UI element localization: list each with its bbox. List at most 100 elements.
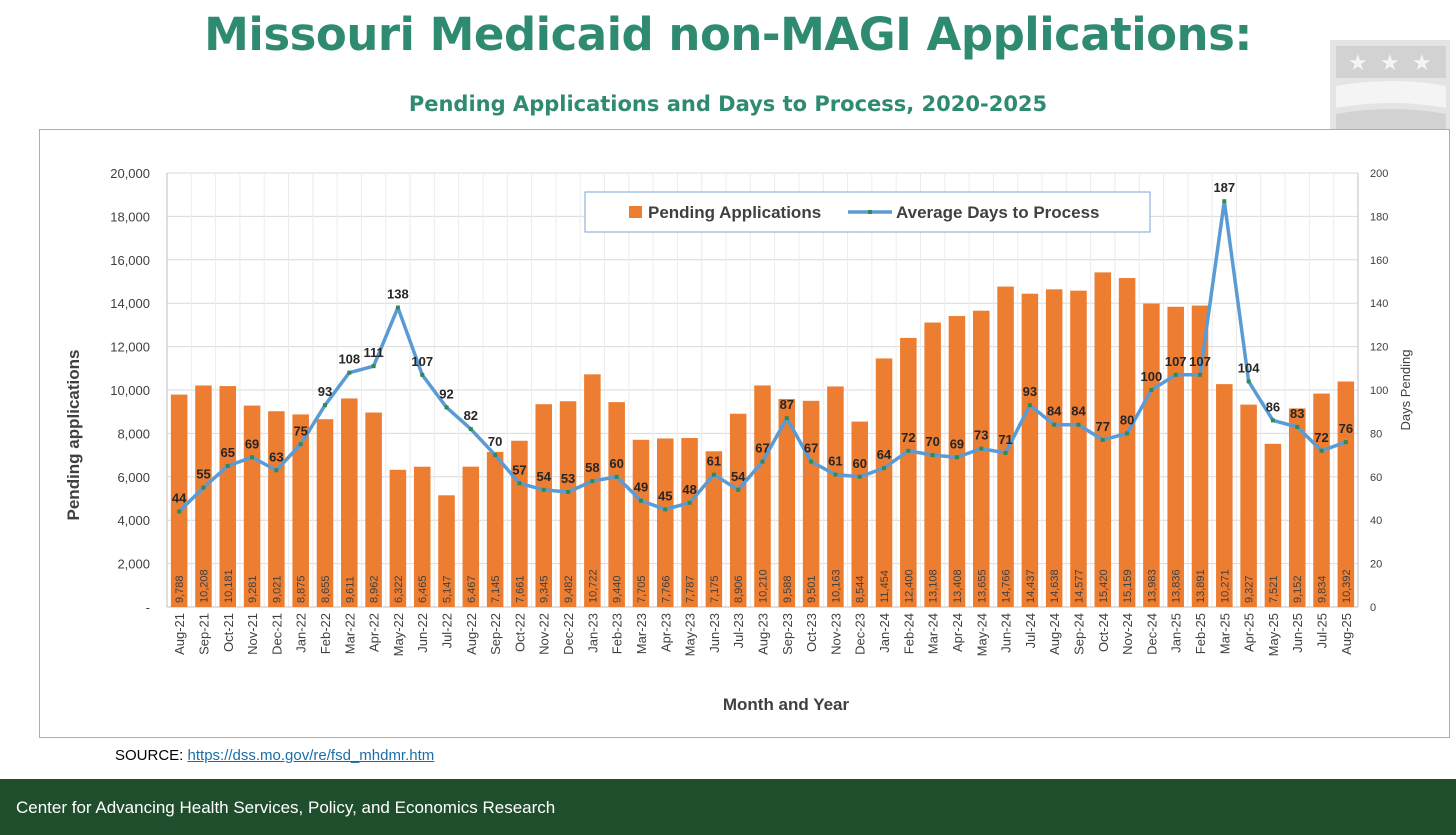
bar-value-label: 13,108 bbox=[928, 569, 940, 603]
x-tick-label: Oct-21 bbox=[221, 613, 236, 652]
days-value-label: 138 bbox=[387, 287, 409, 302]
days-value-label: 54 bbox=[731, 469, 746, 484]
days-point bbox=[371, 364, 376, 369]
y2-tick-label: 120 bbox=[1370, 342, 1388, 354]
x-tick-label: Aug-25 bbox=[1339, 613, 1354, 655]
legend-label: Pending Applications bbox=[648, 203, 821, 222]
svg-text:★: ★ bbox=[1348, 50, 1368, 75]
bar-value-label: 7,705 bbox=[636, 575, 648, 603]
y2-tick-label: 200 bbox=[1370, 168, 1388, 180]
bar-value-label: 8,875 bbox=[296, 575, 308, 603]
legend-swatch-marker bbox=[868, 210, 872, 214]
bar bbox=[268, 411, 285, 607]
days-value-label: 72 bbox=[901, 430, 915, 445]
bar-value-label: 7,145 bbox=[490, 575, 502, 603]
days-value-label: 84 bbox=[1071, 404, 1086, 419]
days-point bbox=[468, 427, 473, 432]
y-tick-label: 18,000 bbox=[110, 209, 150, 224]
x-tick-label: Jan-23 bbox=[585, 613, 600, 653]
y2-tick-label: 180 bbox=[1370, 211, 1388, 223]
bar bbox=[1021, 293, 1039, 607]
bar bbox=[389, 469, 407, 607]
x-tick-label: Aug-22 bbox=[464, 613, 479, 655]
logo-icon: ★ ★ ★ bbox=[1330, 40, 1450, 130]
days-value-label: 77 bbox=[1096, 419, 1110, 434]
x-tick-label: Mar-24 bbox=[926, 613, 941, 654]
bar bbox=[559, 401, 577, 607]
days-point bbox=[1027, 403, 1032, 408]
days-point bbox=[857, 474, 862, 479]
bar bbox=[632, 439, 650, 607]
bar bbox=[438, 495, 455, 607]
days-point bbox=[736, 487, 741, 492]
y-tick-label: 16,000 bbox=[110, 253, 150, 268]
days-point bbox=[493, 453, 498, 458]
bar-value-label: 9,345 bbox=[539, 575, 551, 603]
days-point bbox=[1343, 440, 1348, 445]
days-value-label: 55 bbox=[196, 467, 210, 482]
svg-text:★: ★ bbox=[1412, 50, 1432, 75]
y2-tick-label: 100 bbox=[1370, 385, 1388, 397]
bar bbox=[900, 337, 917, 607]
bar-value-label: 9,327 bbox=[1244, 575, 1256, 603]
legend-label: Average Days to Process bbox=[896, 203, 1099, 222]
bar bbox=[924, 322, 941, 607]
bar bbox=[729, 413, 747, 607]
bar bbox=[657, 438, 674, 607]
bar bbox=[1313, 393, 1330, 607]
days-value-label: 70 bbox=[925, 434, 939, 449]
days-value-label: 61 bbox=[707, 454, 721, 469]
days-value-label: 107 bbox=[411, 354, 433, 369]
bar bbox=[851, 421, 868, 607]
y2-tick-label: 20 bbox=[1370, 559, 1382, 571]
bar bbox=[511, 440, 528, 607]
days-value-label: 83 bbox=[1290, 406, 1304, 421]
x-tick-label: May-25 bbox=[1266, 613, 1281, 656]
bar-value-label: 13,655 bbox=[976, 569, 988, 603]
days-value-label: 58 bbox=[585, 460, 599, 475]
days-point bbox=[250, 455, 255, 460]
x-tick-label: Apr-24 bbox=[950, 613, 965, 652]
bar-value-label: 13,983 bbox=[1146, 569, 1158, 603]
days-value-label: 61 bbox=[828, 454, 842, 469]
bar bbox=[1264, 443, 1282, 607]
y-tick-label: 14,000 bbox=[110, 296, 150, 311]
x-tick-label: Aug-21 bbox=[172, 613, 187, 655]
days-point bbox=[1295, 424, 1300, 429]
source-link[interactable]: https://dss.mo.gov/re/fsd_mhdmr.htm bbox=[187, 747, 435, 764]
days-point bbox=[541, 487, 546, 492]
days-point bbox=[1149, 388, 1154, 392]
bar-value-label: 13,891 bbox=[1195, 569, 1207, 603]
bar-value-label: 10,722 bbox=[587, 569, 599, 603]
y2-tick-label: 40 bbox=[1370, 515, 1382, 527]
x-tick-label: Apr-23 bbox=[658, 613, 673, 652]
bar bbox=[997, 286, 1014, 607]
days-value-label: 69 bbox=[950, 436, 964, 451]
bar-value-label: 10,163 bbox=[830, 569, 842, 603]
x-tick-label: Jun-22 bbox=[415, 613, 430, 653]
days-value-label: 93 bbox=[1023, 384, 1037, 399]
x-tick-label: Jun-25 bbox=[1290, 613, 1305, 653]
bar-value-label: 9,440 bbox=[612, 575, 624, 603]
days-point bbox=[1003, 450, 1008, 455]
days-value-label: 108 bbox=[338, 352, 360, 367]
bar bbox=[972, 310, 990, 607]
bar bbox=[1167, 306, 1184, 607]
days-value-label: 60 bbox=[852, 456, 866, 471]
x-tick-label: Sep-23 bbox=[780, 613, 795, 655]
combo-chart: - 2,000 4,000 6,000 8,000 10,000 12,000 14,000 1… bbox=[64, 166, 1413, 714]
y2-tick-label: 140 bbox=[1370, 298, 1388, 310]
days-point bbox=[1198, 372, 1203, 377]
chart-subtitle: Pending Applications and Days to Process… bbox=[408, 92, 1048, 116]
x-tick-label: Dec-23 bbox=[853, 613, 868, 655]
x-tick-label: Aug-23 bbox=[756, 613, 771, 655]
x-tick-label: Sep-24 bbox=[1071, 613, 1086, 655]
x-tick-label: Jul-25 bbox=[1315, 613, 1330, 648]
days-point bbox=[784, 416, 789, 421]
days-point bbox=[1222, 199, 1227, 204]
x-tick-label: Oct-23 bbox=[804, 613, 819, 652]
days-value-label: 49 bbox=[634, 480, 648, 495]
bar bbox=[292, 414, 309, 607]
x-tick-label: Jul-23 bbox=[731, 613, 746, 648]
days-value-label: 107 bbox=[1165, 354, 1187, 369]
